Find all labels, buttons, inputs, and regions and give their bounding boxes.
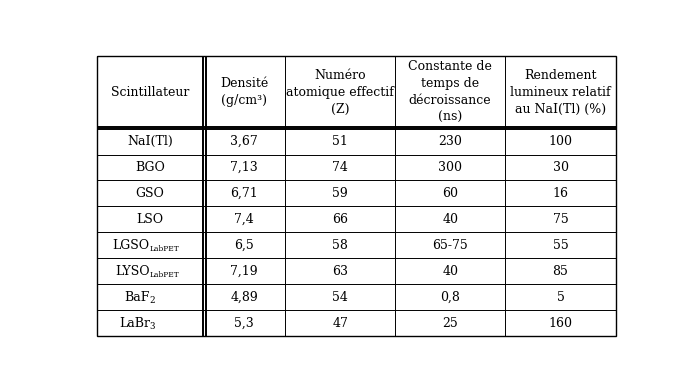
Text: 40: 40 <box>442 213 458 226</box>
Text: 55: 55 <box>553 239 569 252</box>
Text: 300: 300 <box>438 161 462 174</box>
Text: 25: 25 <box>442 317 458 330</box>
Text: 40: 40 <box>442 265 458 278</box>
Text: 160: 160 <box>548 317 573 330</box>
Text: 58: 58 <box>332 239 348 252</box>
Text: 59: 59 <box>332 187 348 200</box>
Text: 65-75: 65-75 <box>432 239 468 252</box>
Text: BaF: BaF <box>124 291 150 304</box>
Text: NaI(Tl): NaI(Tl) <box>127 135 172 148</box>
Text: 3,67: 3,67 <box>230 135 258 148</box>
Text: LabPET: LabPET <box>150 271 179 279</box>
Text: 75: 75 <box>553 213 569 226</box>
Text: 30: 30 <box>553 161 569 174</box>
Text: 7,13: 7,13 <box>230 161 258 174</box>
Text: LabPET: LabPET <box>150 245 179 253</box>
Text: 0,8: 0,8 <box>440 291 460 304</box>
Text: 51: 51 <box>332 135 348 148</box>
Text: LSO: LSO <box>136 213 163 226</box>
Text: 2: 2 <box>150 296 156 305</box>
Text: 5,3: 5,3 <box>234 317 254 330</box>
Text: 6,5: 6,5 <box>234 239 254 252</box>
Text: LaBr: LaBr <box>119 317 150 330</box>
Text: BGO: BGO <box>135 161 165 174</box>
Text: 85: 85 <box>553 265 569 278</box>
Text: GSO: GSO <box>136 187 164 200</box>
Text: Constante de
temps de
décroissance
(ns): Constante de temps de décroissance (ns) <box>408 60 492 124</box>
Text: 4,89: 4,89 <box>230 291 258 304</box>
Text: LYSO: LYSO <box>115 265 150 278</box>
Text: 63: 63 <box>332 265 348 278</box>
Text: 66: 66 <box>332 213 348 226</box>
Text: 54: 54 <box>332 291 348 304</box>
Text: 7,19: 7,19 <box>230 265 258 278</box>
Text: Numéro
atomique effectif
(Z): Numéro atomique effectif (Z) <box>286 69 394 116</box>
Text: LGSO: LGSO <box>113 239 150 252</box>
Text: 47: 47 <box>332 317 348 330</box>
Text: 100: 100 <box>548 135 573 148</box>
Text: Densité
(g/cm³): Densité (g/cm³) <box>220 77 268 107</box>
Text: Scintillateur: Scintillateur <box>111 85 189 99</box>
Text: Rendement
lumineux relatif
au NaI(Tl) (%): Rendement lumineux relatif au NaI(Tl) (%… <box>510 69 611 116</box>
Text: 60: 60 <box>442 187 458 200</box>
Text: 5: 5 <box>557 291 564 304</box>
Text: 74: 74 <box>332 161 348 174</box>
Text: 230: 230 <box>439 135 462 148</box>
Text: 3: 3 <box>150 322 155 331</box>
Text: 6,71: 6,71 <box>230 187 258 200</box>
Text: 7,4: 7,4 <box>234 213 254 226</box>
Text: 16: 16 <box>553 187 569 200</box>
